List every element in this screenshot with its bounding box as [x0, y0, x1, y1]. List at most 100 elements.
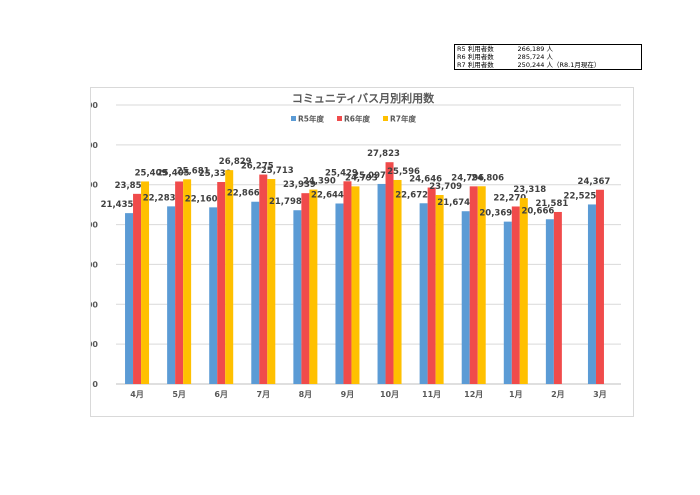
summary-value-text: 266,189 人 [517, 45, 553, 53]
summary-value: 266,189 人 [514, 45, 642, 53]
summary-row-r7: R7 利用者数 250,244 人（R8.1月現在） [455, 61, 642, 70]
bar-r7 [519, 198, 528, 384]
summary-label: R6 利用者数 [457, 53, 494, 61]
monthly-ridership-chart: 0 5,000 10,000 15,000 20,000 25,000 30,000 35,0… [91, 91, 621, 399]
data-label-r7: 24,806 [471, 173, 504, 183]
bar-r6 [301, 193, 310, 384]
data-label-r6: 26,275 [241, 162, 274, 172]
y-tick-label: 0 [92, 380, 98, 389]
data-label-r5: 21,435 [101, 200, 134, 210]
bar-r6 [427, 187, 436, 384]
x-tick-label: 12月 [464, 390, 483, 399]
bar-r5 [587, 204, 596, 384]
data-label-r6: 21,581 [535, 199, 568, 209]
legend-label-r6: R6年度 [344, 114, 370, 124]
y-tick-label: 5,000 [91, 340, 98, 349]
x-tick-label: 9月 [341, 390, 355, 399]
data-label-r6: 23,854 [115, 181, 148, 191]
summary-note: （R8.1月現在） [553, 61, 601, 69]
data-label-r7: 23,318 [513, 185, 546, 195]
legend-label-r7: R7年度 [390, 114, 416, 124]
data-label-r7: 26,829 [219, 157, 252, 167]
summary-row-r6: R6 利用者数 285,724 人 [455, 53, 642, 61]
data-label-r7: 24,390 [303, 177, 336, 187]
data-label-r5: 20,666 [521, 206, 554, 216]
bar-r7 [267, 179, 276, 384]
user-summary-table: R5 利用者数 266,189 人 R6 利用者数 285,724 人 R7 利… [454, 44, 642, 70]
summary-value: 250,244 人（R8.1月現在） [514, 61, 642, 70]
bar-r7 [183, 179, 192, 384]
data-label-r5: 20,369 [479, 209, 512, 219]
bar-r5 [209, 207, 218, 384]
bar-r7 [393, 179, 402, 384]
data-label-r5: 21,674 [437, 198, 470, 208]
summary-label: R5 利用者数 [457, 45, 494, 53]
bar-r6 [385, 162, 394, 384]
legend-swatch-r6 [337, 116, 342, 121]
bar-r5 [377, 183, 386, 384]
summary-row-r5: R5 利用者数 266,189 人 [455, 45, 642, 53]
data-label-r7: 24,793 [345, 173, 378, 183]
summary-label: R7 利用者数 [457, 61, 494, 69]
x-tick-label: 11月 [422, 390, 441, 399]
y-tick-label: 15,000 [91, 260, 98, 269]
data-label-r6: 22,270 [493, 193, 526, 203]
data-label-r7: 25,409 [135, 168, 168, 178]
bar-r5 [545, 219, 554, 384]
bar-r5 [293, 210, 302, 384]
y-tick-label: 10,000 [91, 300, 98, 309]
x-tick-label: 10月 [380, 390, 399, 399]
data-label-r6: 25,429 [325, 168, 358, 178]
legend-swatch-r5 [291, 116, 296, 121]
bar-r7 [351, 186, 360, 384]
data-label-r5: 22,866 [227, 189, 260, 199]
bar-r5 [251, 201, 260, 384]
chart-title: コミュニティバス月別利用数 [292, 91, 435, 105]
data-label-r6: 25,405 [157, 168, 190, 178]
summary-value-text: 285,724 人 [517, 53, 553, 61]
x-tick-label: 3月 [593, 390, 607, 399]
data-label-r7: 25,596 [387, 167, 420, 177]
bar-r6 [595, 189, 604, 384]
bar-r6 [469, 186, 478, 384]
data-label-r7: 25,713 [261, 166, 294, 176]
bar-r5 [503, 221, 512, 384]
data-label-r5: 21,798 [269, 197, 302, 207]
bar-r6 [511, 206, 520, 384]
summary-value: 285,724 人 [514, 53, 642, 61]
bar-r6 [259, 174, 268, 384]
y-tick-label: 25,000 [91, 181, 98, 190]
bar-r7 [435, 195, 444, 384]
bar-r5 [125, 213, 134, 384]
x-tick-label: 1月 [509, 390, 523, 399]
bar-r6 [343, 181, 352, 384]
data-label-r5: 22,672 [395, 190, 428, 200]
data-label-r5: 22,283 [143, 193, 176, 203]
bar-r7 [141, 181, 150, 384]
bar-r5 [167, 206, 176, 384]
bar-r7 [309, 189, 318, 384]
bar-r7 [225, 170, 234, 384]
bar-r6 [175, 181, 184, 384]
data-label-r6: 24,367 [578, 177, 611, 187]
legend-label-r5: R5年度 [298, 114, 324, 124]
data-label-r5: 25,097 [353, 171, 386, 181]
data-label-r6: 24,796 [451, 173, 484, 183]
bar-r5 [419, 203, 428, 384]
legend-swatch-r7 [383, 116, 388, 121]
bar-r6 [553, 211, 562, 384]
data-label-r5: 22,525 [564, 191, 597, 201]
bar-r5 [461, 211, 470, 384]
data-label-r7: 23,709 [429, 182, 462, 192]
bar-r6 [217, 182, 226, 384]
y-tick-label: 35,000 [91, 101, 98, 110]
data-label-r5: 22,644 [311, 190, 344, 200]
y-tick-label: 20,000 [91, 221, 98, 230]
data-label-r6: 23,939 [283, 180, 316, 190]
bar-r5 [335, 203, 344, 384]
data-label-r6: 25,339 [199, 169, 232, 179]
x-tick-label: 5月 [172, 390, 186, 399]
chart-frame: 0 5,000 10,000 15,000 20,000 25,000 30,000 35,0… [90, 87, 634, 417]
x-tick-label: 6月 [214, 390, 228, 399]
x-tick-label: 8月 [299, 390, 313, 399]
